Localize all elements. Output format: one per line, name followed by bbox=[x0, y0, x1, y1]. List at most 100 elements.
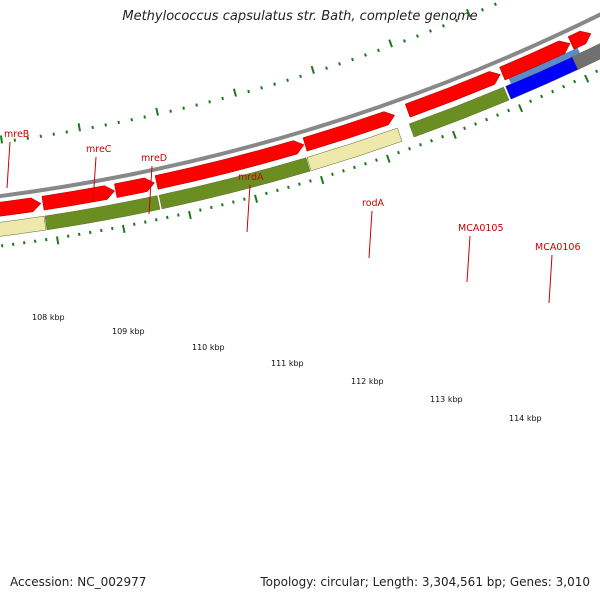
outer-tick-mark bbox=[298, 182, 301, 186]
gene-label: MCA0106 bbox=[535, 242, 581, 253]
inner-tick-mark bbox=[377, 48, 380, 53]
inner-tick-mark bbox=[351, 57, 354, 62]
cds-arrow bbox=[114, 177, 155, 198]
inner-tick-mark bbox=[364, 53, 367, 57]
outer-tick-mark bbox=[474, 122, 478, 126]
outer-tick-mark bbox=[397, 150, 400, 155]
outer-tick-mark bbox=[232, 200, 235, 204]
outer-tick-mark bbox=[584, 74, 590, 83]
outer-tick-mark bbox=[89, 230, 92, 235]
outer-tick-mark bbox=[353, 165, 356, 170]
outer-tick-mark bbox=[573, 79, 577, 84]
cds-arrow bbox=[154, 140, 305, 190]
outer-tick-mark bbox=[221, 203, 224, 207]
inner-tick-mark bbox=[117, 120, 120, 125]
inner-tick-mark bbox=[232, 88, 237, 97]
inner-tick-mark bbox=[77, 123, 81, 132]
inner-tick-mark bbox=[388, 39, 393, 48]
outer-tick-mark bbox=[430, 139, 433, 143]
outer-tick-mark bbox=[364, 162, 367, 166]
outer-tick-mark bbox=[210, 205, 213, 210]
inner-tick-mark bbox=[415, 34, 419, 38]
feature-segment bbox=[408, 86, 510, 138]
outer-tick-mark bbox=[518, 104, 524, 113]
outer-tick-mark bbox=[562, 84, 566, 89]
feature-segment bbox=[508, 47, 580, 85]
inner-tick-mark bbox=[247, 89, 250, 94]
gene-label: mreD bbox=[141, 153, 167, 164]
outer-tick-mark bbox=[386, 154, 391, 163]
feature-segment bbox=[0, 215, 47, 237]
inner-tick-mark bbox=[325, 66, 328, 70]
gene-label: mreB bbox=[4, 129, 29, 140]
inner-tick-mark bbox=[130, 118, 133, 122]
feature-segment bbox=[158, 157, 311, 210]
kbp-label: 108 kbp bbox=[32, 313, 65, 322]
inner-tick-mark bbox=[465, 8, 471, 18]
outer-tick-mark bbox=[529, 99, 533, 103]
inner-tick-mark bbox=[91, 125, 94, 130]
backbone-line bbox=[0, 12, 600, 199]
gene-leader-line bbox=[548, 254, 553, 304]
kbp-label: 114 kbp bbox=[509, 414, 542, 423]
outer-tick-mark bbox=[243, 197, 246, 201]
kbp-label: 112 kbp bbox=[351, 377, 384, 386]
inner-tick-mark bbox=[273, 82, 276, 86]
outer-tick-mark bbox=[507, 108, 511, 113]
inner-tick-mark bbox=[299, 74, 302, 79]
outer-tick-mark bbox=[177, 213, 180, 217]
outer-tick-mark bbox=[496, 113, 500, 117]
outer-tick-mark bbox=[144, 220, 147, 224]
kbp-scale-labels: 108 kbp 109 kbp 110 kbp 111 kbp 112 kbp 113 k… bbox=[32, 313, 542, 423]
feature-segment bbox=[306, 127, 403, 172]
genome-summary-text: Topology: circular; Length: 3,304,561 bp… bbox=[260, 575, 590, 589]
cds-arrow bbox=[302, 111, 396, 152]
inner-tick-mark bbox=[65, 130, 68, 134]
gene-leader-line bbox=[148, 165, 153, 215]
cds-arrow bbox=[499, 40, 571, 81]
outer-tick-mark bbox=[320, 175, 325, 185]
kbp-label: 110 kbp bbox=[192, 343, 225, 352]
outer-tick-mark bbox=[408, 146, 411, 151]
gene-leader-line bbox=[466, 235, 471, 283]
inner-tick-mark bbox=[104, 123, 107, 127]
inner-tick-mark bbox=[428, 29, 432, 33]
feature-track bbox=[0, 43, 600, 237]
outer-tick-mark bbox=[452, 130, 457, 139]
inner-tick-mark bbox=[169, 109, 172, 113]
cds-arrow bbox=[0, 197, 42, 217]
gene-leader-line bbox=[92, 156, 97, 203]
gene-label: mreC bbox=[86, 144, 112, 155]
kbp-label: 109 kbp bbox=[112, 327, 145, 336]
inner-tick-mark bbox=[182, 106, 185, 110]
tick-marks bbox=[0, 0, 599, 248]
feature-segment bbox=[44, 195, 161, 231]
outer-tick-mark bbox=[166, 215, 169, 220]
map-title: Methylococcus capsulatus str. Bath, comp… bbox=[122, 9, 478, 24]
inner-tick-mark bbox=[403, 39, 406, 43]
outer-tick-mark bbox=[276, 188, 279, 193]
gene-leader-line bbox=[6, 141, 11, 189]
inner-tick-mark bbox=[310, 65, 315, 74]
kbp-label: 111 kbp bbox=[271, 359, 304, 368]
outer-tick-mark bbox=[111, 226, 114, 231]
cds-arrow bbox=[404, 71, 501, 118]
outer-tick-mark bbox=[133, 222, 136, 226]
outer-tick-mark bbox=[419, 143, 422, 147]
inner-tick-mark bbox=[0, 135, 3, 144]
inner-tick-mark bbox=[155, 107, 159, 116]
gene-label: rodA bbox=[362, 198, 385, 209]
outer-tick-mark bbox=[265, 191, 268, 196]
cds-arrow bbox=[41, 185, 116, 211]
outer-tick-mark bbox=[441, 134, 444, 139]
outer-tick-mark bbox=[56, 236, 60, 245]
outer-tick-mark bbox=[595, 69, 599, 74]
inner-tick-mark bbox=[208, 100, 211, 104]
cds-track bbox=[0, 30, 592, 217]
outer-tick-mark bbox=[122, 224, 126, 233]
outer-tick-mark bbox=[254, 194, 259, 203]
outer-tick-mark bbox=[342, 169, 345, 173]
inner-tick-mark bbox=[441, 24, 445, 28]
inner-tick-mark bbox=[143, 115, 146, 119]
